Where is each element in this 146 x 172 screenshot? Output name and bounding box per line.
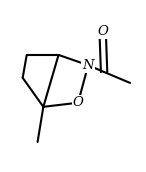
Text: N: N [82, 59, 94, 72]
Text: O: O [73, 96, 84, 109]
Text: O: O [97, 25, 108, 38]
